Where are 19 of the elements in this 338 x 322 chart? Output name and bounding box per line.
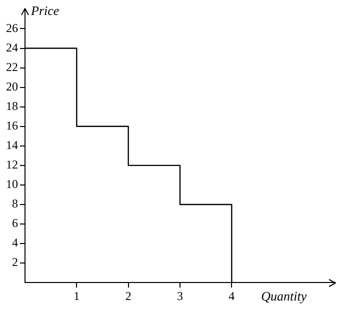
y-tick-label: 2	[12, 255, 18, 270]
y-axis-title: Price	[30, 3, 60, 18]
y-tick-label: 18	[6, 99, 18, 113]
y-tick-label: 12	[6, 158, 18, 172]
y-tick-label: 4	[12, 236, 18, 250]
y-tick-label: 8	[12, 196, 18, 211]
y-tick-label: 16	[6, 118, 18, 133]
y-tick-label: 26	[6, 20, 18, 35]
y-tick-label: 22	[6, 60, 18, 74]
y-tick-label: 14	[6, 138, 18, 152]
x-tick-label: 1	[74, 288, 80, 303]
x-tick-label: 4	[228, 288, 235, 303]
y-tick-label: 10	[6, 177, 18, 192]
y-tick-label: 24	[6, 40, 18, 54]
y-tick-label: 20	[6, 79, 18, 94]
x-axis-title: Quantity	[261, 288, 307, 304]
x-tick-label: 2	[125, 288, 132, 303]
y-tick-label: 6	[12, 216, 18, 230]
x-tick-label: 3	[177, 288, 183, 303]
